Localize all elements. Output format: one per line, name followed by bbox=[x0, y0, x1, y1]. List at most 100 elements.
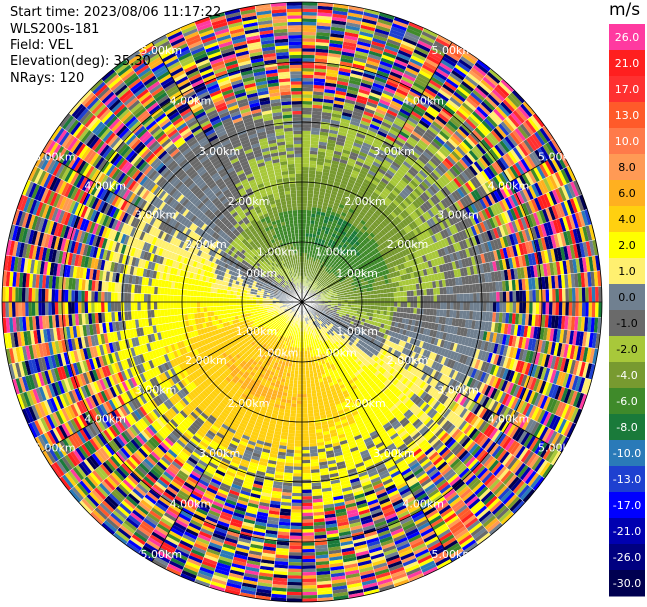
velocity-gate bbox=[448, 225, 456, 236]
velocity-gate bbox=[515, 205, 524, 219]
velocity-gate bbox=[302, 94, 313, 98]
velocity-gate bbox=[440, 294, 444, 302]
velocity-gate bbox=[419, 204, 428, 213]
velocity-gate bbox=[515, 290, 520, 302]
velocity-gate bbox=[513, 192, 522, 206]
velocity-gate bbox=[379, 192, 387, 200]
velocity-gate bbox=[427, 105, 440, 116]
velocity-gate bbox=[302, 31, 317, 36]
velocity-gate bbox=[348, 123, 360, 130]
velocity-gate bbox=[315, 48, 329, 53]
velocity-gate bbox=[302, 150, 310, 155]
velocity-gate bbox=[309, 160, 317, 165]
velocity-gate bbox=[404, 233, 411, 242]
velocity-gate bbox=[469, 131, 481, 144]
velocity-gate bbox=[392, 218, 400, 226]
velocity-gate bbox=[478, 103, 491, 116]
velocity-gate bbox=[458, 83, 473, 95]
velocity-gate bbox=[464, 75, 479, 87]
velocity-gate bbox=[343, 205, 350, 212]
velocity-gate bbox=[395, 206, 403, 214]
velocity-gate bbox=[433, 97, 446, 108]
velocity-gate bbox=[366, 276, 371, 281]
velocity-gate bbox=[424, 58, 439, 68]
velocity-gate bbox=[457, 107, 470, 119]
velocity-gate bbox=[383, 233, 390, 241]
velocity-gate bbox=[377, 305, 381, 311]
velocity-gate bbox=[314, 289, 318, 293]
velocity-gate bbox=[339, 158, 348, 165]
velocity-gate bbox=[346, 182, 355, 188]
velocity-gate bbox=[466, 302, 470, 311]
velocity-gate bbox=[475, 174, 485, 186]
velocity-gate bbox=[548, 302, 553, 316]
velocity-gate bbox=[438, 130, 450, 141]
velocity-gate bbox=[307, 249, 311, 254]
velocity-gate bbox=[334, 93, 346, 99]
velocity-gate bbox=[356, 40, 372, 48]
velocity-gate bbox=[473, 201, 482, 213]
velocity-gate bbox=[311, 270, 314, 275]
velocity-gate bbox=[387, 278, 393, 284]
velocity-gate bbox=[403, 34, 419, 44]
velocity-gate bbox=[405, 267, 411, 274]
velocity-gate bbox=[435, 115, 448, 126]
velocity-gate bbox=[387, 182, 396, 190]
velocity-gate bbox=[302, 84, 314, 89]
velocity-gate bbox=[319, 128, 330, 133]
velocity-gate bbox=[436, 178, 446, 188]
velocity-gate bbox=[392, 234, 399, 242]
velocity-gate bbox=[376, 152, 386, 160]
velocity-gate bbox=[322, 102, 334, 107]
velocity-gate bbox=[578, 194, 588, 211]
velocity-gate bbox=[302, 114, 312, 118]
velocity-gate bbox=[422, 202, 430, 212]
velocity-gate bbox=[340, 275, 345, 280]
velocity-gate bbox=[355, 132, 366, 139]
velocity-gate bbox=[530, 226, 538, 240]
velocity-gate bbox=[330, 190, 338, 196]
velocity-gate bbox=[324, 213, 331, 218]
ray-separator bbox=[301, 5, 350, 303]
velocity-gate bbox=[535, 211, 544, 225]
velocity-gate bbox=[502, 302, 507, 313]
velocity-gate bbox=[462, 310, 467, 320]
velocity-gate bbox=[348, 179, 356, 185]
velocity-gate bbox=[387, 106, 400, 115]
velocity-gate bbox=[352, 184, 361, 191]
velocity-gate bbox=[370, 88, 383, 96]
velocity-gate bbox=[442, 286, 447, 295]
velocity-gate bbox=[559, 217, 567, 233]
velocity-gate bbox=[340, 155, 349, 162]
velocity-gate bbox=[399, 179, 408, 187]
velocity-gate bbox=[318, 279, 322, 283]
velocity-gate bbox=[430, 76, 444, 87]
velocity-gate bbox=[474, 86, 488, 99]
velocity-gate bbox=[366, 287, 371, 292]
velocity-gate bbox=[332, 204, 339, 210]
velocity-gate bbox=[447, 75, 461, 86]
velocity-gate bbox=[397, 49, 412, 59]
velocity-gate bbox=[383, 310, 388, 316]
velocity-gate bbox=[591, 286, 596, 302]
velocity-gate bbox=[434, 152, 445, 163]
velocity-gate bbox=[407, 239, 414, 247]
velocity-gate bbox=[332, 261, 338, 266]
velocity-gate bbox=[506, 167, 517, 181]
velocity-gate bbox=[431, 243, 438, 252]
velocity-gate bbox=[302, 87, 314, 92]
velocity-gate bbox=[432, 308, 437, 317]
velocity-gate bbox=[417, 206, 425, 215]
velocity-gate bbox=[393, 241, 399, 248]
velocity-gate bbox=[306, 213, 312, 217]
velocity-gate bbox=[429, 49, 444, 60]
velocity-gate bbox=[317, 9, 333, 14]
velocity-gate bbox=[477, 254, 483, 265]
velocity-gate bbox=[360, 184, 368, 191]
velocity-gate bbox=[570, 181, 579, 197]
velocity-gate bbox=[343, 170, 352, 176]
velocity-gate bbox=[467, 179, 477, 191]
velocity-gate bbox=[314, 220, 320, 225]
velocity-gate bbox=[332, 289, 337, 292]
velocity-gate bbox=[389, 191, 397, 200]
